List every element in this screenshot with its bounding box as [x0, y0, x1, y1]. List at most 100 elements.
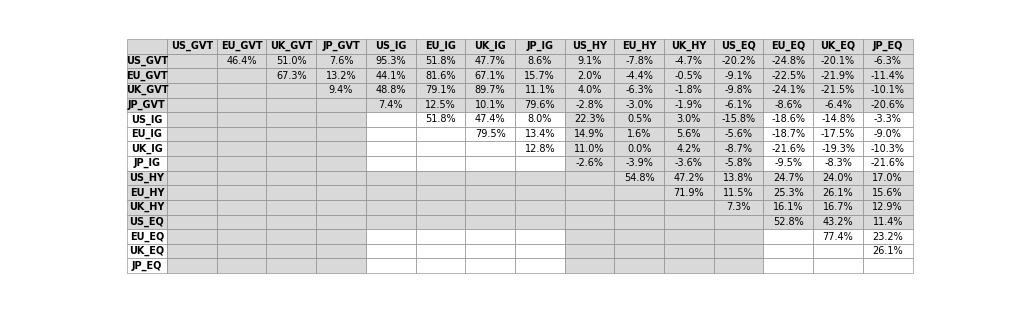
Text: 3.0%: 3.0%: [676, 114, 701, 124]
Bar: [515, 83, 565, 98]
Text: 71.9%: 71.9%: [673, 188, 705, 198]
Bar: [366, 68, 416, 83]
Bar: [813, 171, 863, 185]
Bar: [714, 141, 764, 156]
Text: -19.3%: -19.3%: [821, 144, 855, 154]
Bar: [366, 200, 416, 214]
Bar: [764, 156, 813, 171]
Bar: [565, 185, 614, 200]
Bar: [614, 68, 664, 83]
Text: EU_GVT: EU_GVT: [221, 41, 263, 51]
Bar: [416, 68, 465, 83]
Bar: [863, 127, 913, 141]
Bar: [764, 200, 813, 214]
Bar: [764, 127, 813, 141]
Bar: [664, 68, 714, 83]
Bar: [515, 185, 565, 200]
Bar: [127, 214, 167, 229]
Bar: [863, 200, 913, 214]
Bar: [167, 214, 217, 229]
Text: US_GVT: US_GVT: [170, 41, 213, 51]
Bar: [764, 171, 813, 185]
Bar: [863, 229, 913, 244]
Bar: [614, 214, 664, 229]
Bar: [714, 83, 764, 98]
Bar: [515, 244, 565, 258]
Text: UK_IG: UK_IG: [475, 41, 506, 51]
Bar: [614, 244, 664, 258]
Text: -18.6%: -18.6%: [772, 114, 805, 124]
Text: 7.4%: 7.4%: [378, 100, 403, 110]
Bar: [366, 258, 416, 273]
Text: 77.4%: 77.4%: [822, 231, 854, 241]
Text: 12.8%: 12.8%: [524, 144, 555, 154]
Bar: [714, 171, 764, 185]
Bar: [167, 54, 217, 68]
Bar: [217, 68, 267, 83]
Bar: [863, 54, 913, 68]
Bar: [217, 54, 267, 68]
Bar: [267, 127, 316, 141]
Bar: [316, 258, 366, 273]
Text: 24.0%: 24.0%: [822, 173, 854, 183]
Bar: [515, 156, 565, 171]
Text: -7.8%: -7.8%: [626, 56, 653, 66]
Bar: [127, 229, 167, 244]
Bar: [664, 185, 714, 200]
Text: 67.3%: 67.3%: [276, 71, 306, 81]
Bar: [416, 54, 465, 68]
Text: 51.0%: 51.0%: [276, 56, 306, 66]
Bar: [565, 156, 614, 171]
Bar: [217, 141, 267, 156]
Bar: [664, 229, 714, 244]
Bar: [217, 244, 267, 258]
Text: 7.6%: 7.6%: [329, 56, 353, 66]
Bar: [515, 98, 565, 112]
Bar: [267, 244, 316, 258]
Text: 10.1%: 10.1%: [475, 100, 505, 110]
Bar: [167, 98, 217, 112]
Bar: [217, 112, 267, 127]
Text: 25.3%: 25.3%: [773, 188, 804, 198]
Text: -8.3%: -8.3%: [824, 158, 852, 168]
Text: 51.8%: 51.8%: [425, 56, 455, 66]
Bar: [565, 258, 614, 273]
Bar: [565, 54, 614, 68]
Bar: [217, 127, 267, 141]
Bar: [863, 185, 913, 200]
Bar: [714, 185, 764, 200]
Text: -5.8%: -5.8%: [725, 158, 752, 168]
Bar: [664, 214, 714, 229]
Bar: [714, 156, 764, 171]
Bar: [863, 171, 913, 185]
Bar: [515, 214, 565, 229]
Bar: [714, 244, 764, 258]
Bar: [565, 214, 614, 229]
Bar: [614, 200, 664, 214]
Bar: [267, 156, 316, 171]
Bar: [465, 185, 515, 200]
Bar: [565, 229, 614, 244]
Bar: [217, 156, 267, 171]
Text: UK_IG: UK_IG: [131, 144, 163, 154]
Bar: [267, 258, 316, 273]
Bar: [515, 127, 565, 141]
Bar: [167, 68, 217, 83]
Bar: [813, 39, 863, 54]
Text: 4.0%: 4.0%: [577, 85, 601, 95]
Text: 51.8%: 51.8%: [425, 114, 455, 124]
Text: 2.0%: 2.0%: [577, 71, 601, 81]
Bar: [813, 229, 863, 244]
Bar: [664, 200, 714, 214]
Bar: [764, 98, 813, 112]
Bar: [465, 214, 515, 229]
Bar: [465, 200, 515, 214]
Bar: [863, 98, 913, 112]
Bar: [565, 68, 614, 83]
Bar: [664, 98, 714, 112]
Bar: [416, 141, 465, 156]
Text: 9.1%: 9.1%: [577, 56, 601, 66]
Bar: [465, 39, 515, 54]
Bar: [416, 127, 465, 141]
Text: -21.9%: -21.9%: [821, 71, 855, 81]
